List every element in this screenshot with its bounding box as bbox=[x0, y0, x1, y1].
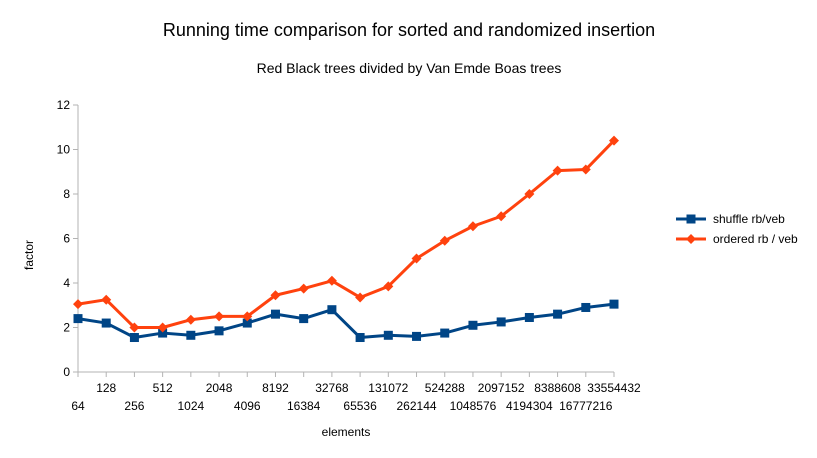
data-point bbox=[299, 314, 309, 324]
data-point bbox=[355, 333, 365, 343]
data-point bbox=[581, 302, 591, 312]
x-tick-label: 8192 bbox=[262, 381, 289, 395]
x-tick-label: 256 bbox=[124, 399, 144, 413]
y-tick-label: 12 bbox=[57, 98, 71, 112]
data-point bbox=[524, 312, 534, 322]
data-point bbox=[101, 318, 111, 328]
data-point bbox=[73, 299, 83, 310]
data-point bbox=[270, 290, 281, 301]
y-tick-label: 0 bbox=[63, 365, 70, 379]
data-point bbox=[468, 320, 478, 330]
data-point bbox=[440, 328, 450, 338]
x-tick-label: 262144 bbox=[397, 399, 437, 413]
data-point bbox=[609, 135, 619, 146]
x-tick-label: 4096 bbox=[234, 399, 261, 413]
x-tick-label: 512 bbox=[153, 381, 173, 395]
data-point bbox=[158, 328, 168, 338]
data-point bbox=[496, 211, 507, 222]
data-point bbox=[185, 314, 196, 325]
x-tick-label: 1024 bbox=[177, 399, 204, 413]
y-tick-label: 8 bbox=[63, 187, 70, 201]
data-point bbox=[383, 330, 393, 340]
data-point bbox=[73, 314, 83, 324]
data-point bbox=[686, 234, 696, 244]
data-point bbox=[496, 317, 506, 327]
data-point bbox=[327, 305, 337, 315]
x-tick-label: 32768 bbox=[315, 381, 349, 395]
series-line-2 bbox=[77, 139, 616, 329]
y-tick-label: 6 bbox=[63, 232, 70, 246]
legend: shuffle rb/veb ordered rb / veb bbox=[676, 212, 798, 246]
data-point bbox=[186, 330, 196, 340]
x-tick-label: 16777216 bbox=[559, 399, 613, 413]
data-point bbox=[686, 214, 696, 224]
chart-title: Running time comparison for sorted and r… bbox=[163, 20, 655, 40]
data-point bbox=[298, 283, 309, 294]
x-tick-label: 128 bbox=[96, 381, 116, 395]
data-point bbox=[242, 311, 253, 322]
legend-label: ordered rb / veb bbox=[713, 232, 798, 246]
legend-label: shuffle rb/veb bbox=[713, 212, 785, 226]
data-point bbox=[326, 275, 337, 286]
data-point bbox=[355, 292, 366, 303]
data-point bbox=[580, 164, 591, 175]
y-tick-label: 4 bbox=[63, 276, 70, 290]
data-point bbox=[609, 299, 619, 309]
x-axis-label: elements bbox=[322, 425, 371, 439]
x-tick-label: 2048 bbox=[206, 381, 233, 395]
x-tick-label: 33554432 bbox=[587, 381, 641, 395]
data-point bbox=[467, 221, 478, 232]
data-point bbox=[439, 235, 450, 246]
x-tick-label: 1048576 bbox=[450, 399, 497, 413]
x-tick-label: 131072 bbox=[368, 381, 408, 395]
data-point bbox=[552, 165, 563, 176]
data-point bbox=[242, 318, 252, 328]
data-point bbox=[411, 253, 422, 264]
series-line-1 bbox=[77, 302, 615, 340]
x-tick-label: 2097152 bbox=[478, 381, 525, 395]
y-axis-label: factor bbox=[22, 240, 36, 270]
y-tick-label: 2 bbox=[63, 321, 70, 335]
data-point bbox=[129, 322, 140, 333]
x-tick-label: 8388608 bbox=[534, 381, 581, 395]
data-point bbox=[129, 333, 139, 343]
data-point bbox=[270, 309, 280, 319]
data-point bbox=[524, 189, 535, 199]
chart-subtitle: Red Black trees divided by Van Emde Boas… bbox=[257, 60, 562, 76]
x-tick-label: 65536 bbox=[343, 399, 377, 413]
x-tick-label: 524288 bbox=[425, 381, 465, 395]
data-point bbox=[412, 331, 422, 341]
x-tick-label: 16384 bbox=[287, 399, 321, 413]
x-tick-label: 64 bbox=[71, 399, 85, 413]
y-tick-label: 10 bbox=[57, 143, 71, 157]
data-point bbox=[214, 326, 224, 336]
data-point bbox=[101, 294, 112, 305]
data-point bbox=[157, 322, 168, 333]
data-point bbox=[214, 311, 225, 322]
x-tick-label: 4194304 bbox=[506, 399, 553, 413]
data-point bbox=[383, 281, 394, 292]
data-point bbox=[553, 309, 563, 319]
